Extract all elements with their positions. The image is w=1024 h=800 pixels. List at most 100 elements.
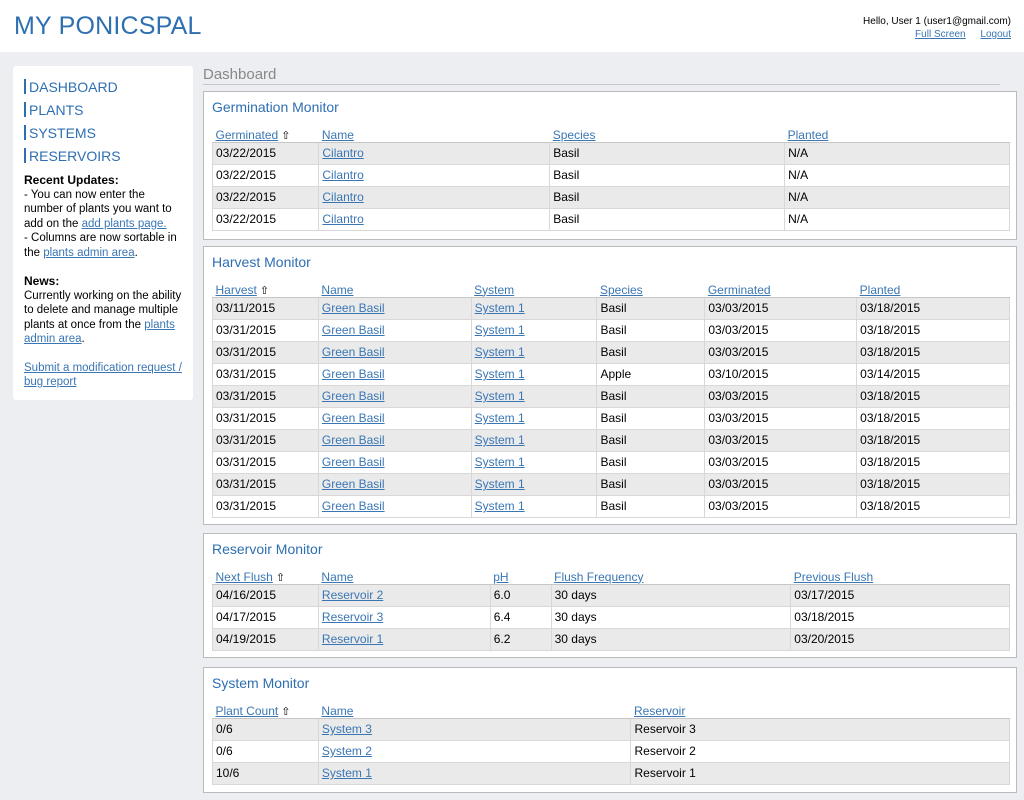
cell-link[interactable]: System 1 (474, 455, 525, 469)
sort-header-link[interactable]: pH (493, 569, 509, 584)
column-header: Plant Count ⇧ (212, 698, 319, 719)
table-cell: 04/17/2015 (212, 605, 319, 629)
cell-link[interactable]: Green Basil (321, 389, 385, 403)
news-plants-admin-link[interactable]: plants admin area (24, 318, 175, 346)
sort-header-link[interactable]: Germinated (707, 282, 771, 297)
table-cell: 10/6 (212, 761, 319, 785)
column-header: Name (318, 564, 491, 585)
germination-monitor-title: Germination Monitor (212, 99, 339, 115)
nav-dashboard[interactable]: DASHBOARD (24, 76, 182, 99)
plants-admin-link[interactable]: plants admin area (43, 246, 135, 259)
update1-text: - You can now enter the number of plants… (24, 188, 172, 230)
sort-header-link[interactable]: Harvest (215, 282, 257, 297)
table-cell: Reservoir 3 (317, 605, 491, 629)
cell-link[interactable]: System 1 (474, 433, 525, 447)
add-plants-link[interactable]: add plants page. (81, 217, 167, 230)
table-cell: 03/03/2015 (704, 384, 858, 408)
cell-link[interactable]: Green Basil (321, 455, 385, 469)
cell-link[interactable]: Green Basil (321, 411, 385, 425)
cell-link[interactable]: Reservoir 2 (321, 588, 384, 602)
table-cell: Apple (596, 362, 706, 386)
sort-header-link[interactable]: Previous Flush (793, 569, 874, 584)
sort-header-link[interactable]: Name (321, 127, 354, 142)
cell-link[interactable]: Cilantro (322, 190, 364, 204)
sort-header-link[interactable]: Germinated (215, 127, 279, 142)
cell-link[interactable]: System 1 (474, 389, 525, 403)
news-title: News: (24, 274, 60, 288)
table-cell: System 1 (470, 296, 598, 320)
table-cell: Green Basil (317, 450, 472, 474)
table-cell: 03/03/2015 (704, 318, 858, 342)
cell-link[interactable]: Green Basil (321, 301, 385, 315)
cell-link[interactable]: Green Basil (321, 499, 385, 513)
cell-link[interactable]: System 1 (474, 301, 525, 315)
germination-monitor-panel: Germination Monitor Germinated ⇧ Name Speci… (203, 91, 1017, 240)
nav-bar-icon (24, 79, 26, 94)
logout-link[interactable]: Logout (980, 29, 1011, 40)
table-cell: Basil (596, 472, 706, 496)
sort-header-link[interactable]: Name (321, 569, 354, 584)
cell-link[interactable]: System 1 (474, 367, 525, 381)
table-cell: 6.0 (489, 583, 552, 607)
cell-link[interactable]: Reservoir 1 (321, 632, 384, 646)
header: MY PONICSPAL Hello, User 1 (user1@gmail.… (0, 0, 1024, 52)
cell-link[interactable]: Green Basil (321, 323, 385, 337)
nav-systems[interactable]: SYSTEMS (24, 122, 182, 145)
cell-link[interactable]: Cilantro (322, 212, 364, 226)
table-cell: 03/18/2015 (856, 384, 1010, 408)
cell-link[interactable]: Green Basil (321, 345, 385, 359)
sort-header-link[interactable]: Name (321, 703, 354, 718)
sort-arrow-icon[interactable]: ⇧ (281, 705, 291, 718)
cell-link[interactable]: System 1 (474, 345, 525, 359)
sidebar: DASHBOARD PLANTS SYSTEMS RESERVOIRS Rece… (13, 66, 193, 400)
cell-link[interactable]: System 1 (321, 766, 372, 780)
cell-link[interactable]: System 1 (474, 499, 525, 513)
sort-header-link[interactable]: Next Flush (215, 569, 273, 584)
cell-link[interactable]: Green Basil (321, 433, 385, 447)
submit-bug-report-link[interactable]: Submit a modification request / bug repo… (24, 361, 182, 389)
table-cell: 03/11/2015 (212, 296, 319, 320)
cell-link[interactable]: System 3 (321, 722, 372, 736)
table-cell: 03/18/2015 (856, 428, 1010, 452)
sort-header-link[interactable]: Plant Count (215, 703, 279, 718)
cell-link[interactable]: Cilantro (322, 168, 364, 182)
table-cell: Green Basil (317, 384, 472, 408)
app-logo[interactable]: MY PONICSPAL (14, 12, 202, 40)
sort-arrow-icon[interactable]: ⇧ (259, 284, 270, 297)
cell-link[interactable]: Green Basil (321, 477, 385, 491)
nav-reservoirs[interactable]: RESERVOIRS (24, 145, 182, 168)
sort-header-link[interactable]: Planted (787, 127, 829, 142)
table-cell: 03/14/2015 (856, 362, 1010, 386)
cell-link[interactable]: System 1 (474, 323, 525, 337)
nav-reservoirs-label: RESERVOIRS (29, 148, 121, 164)
table-cell: 03/03/2015 (704, 472, 858, 496)
table-cell: Basil (596, 494, 706, 518)
sort-header-link[interactable]: Species (599, 282, 643, 297)
sort-header-link[interactable]: Flush Frequency (554, 569, 644, 584)
harvest-monitor-title: Harvest Monitor (212, 254, 311, 270)
sort-header-link[interactable]: Planted (859, 282, 901, 297)
cell-link[interactable]: Cilantro (322, 146, 364, 160)
germination-table: Germinated ⇧ Name Species Planted 03/22/2015 C… (211, 122, 1010, 231)
system-monitor-title: System Monitor (212, 675, 310, 691)
sort-arrow-icon[interactable]: ⇧ (275, 571, 286, 584)
cell-link[interactable]: Green Basil (321, 367, 385, 381)
table-row: 03/31/2015 Green Basil System 1 Basil 03/03/… (212, 340, 1010, 364)
table-cell: 6.2 (489, 627, 552, 651)
sort-header-link[interactable]: System (474, 282, 515, 297)
nav-plants[interactable]: PLANTS (24, 99, 182, 122)
table-cell: Reservoir 3 (630, 717, 1010, 741)
news-text: Currently working on the ability to dele… (24, 289, 182, 331)
cell-link[interactable]: System 1 (474, 477, 525, 491)
table-cell: 03/10/2015 (704, 362, 858, 386)
cell-link[interactable]: System 2 (321, 744, 372, 758)
cell-link[interactable]: Reservoir 3 (321, 610, 384, 624)
sort-header-link[interactable]: Reservoir (633, 703, 686, 718)
full-screen-link[interactable]: Full Screen (915, 29, 966, 40)
sort-header-link[interactable]: Name (321, 282, 354, 297)
table-cell: N/A (784, 163, 1010, 187)
table-cell: System 1 (470, 340, 598, 364)
sort-arrow-icon[interactable]: ⇧ (281, 129, 291, 142)
sort-header-link[interactable]: Species (552, 127, 596, 142)
cell-link[interactable]: System 1 (474, 411, 525, 425)
